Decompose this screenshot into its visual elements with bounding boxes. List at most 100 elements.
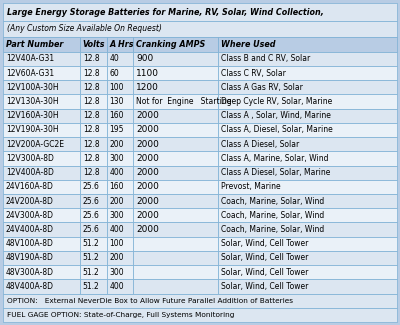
Text: 48V100A-8D: 48V100A-8D [6,239,54,248]
Text: (Any Custom Size Available On Request): (Any Custom Size Available On Request) [7,24,162,33]
Text: 2000: 2000 [136,154,159,163]
Text: 200: 200 [110,140,124,149]
Text: 160: 160 [110,182,124,191]
Text: Large Energy Storage Batteries for Marine, RV, Solar, Wind Collection,: Large Energy Storage Batteries for Marin… [7,8,324,17]
Bar [134,123,218,137]
Text: 300: 300 [110,154,124,163]
Text: 200: 200 [110,197,124,206]
Bar [107,109,134,123]
Bar [3,208,80,222]
Bar [3,265,80,279]
Bar [80,123,107,137]
Bar [134,222,218,237]
Text: 12.8: 12.8 [83,54,100,63]
Text: A Hrs: A Hrs [110,40,134,49]
Bar [3,3,397,21]
Text: 12.8: 12.8 [83,69,100,78]
Text: 48V400A-8D: 48V400A-8D [6,282,54,291]
Bar [80,109,107,123]
Text: Coach, Marine, Solar, Wind: Coach, Marine, Solar, Wind [221,211,324,220]
Text: Class A, Marine, Solar, Wind: Class A, Marine, Solar, Wind [221,154,329,163]
Bar [134,52,218,66]
Bar [218,194,397,208]
Text: Not for  Engine   Starting: Not for Engine Starting [136,97,232,106]
Bar [3,36,80,52]
Bar [3,151,80,165]
Bar [107,208,134,222]
Text: 2000: 2000 [136,125,159,135]
Text: 40: 40 [110,54,119,63]
Text: Coach, Marine, Solar, Wind: Coach, Marine, Solar, Wind [221,197,324,206]
Bar [107,180,134,194]
Text: 24V200A-8D: 24V200A-8D [6,197,54,206]
Text: 12V100A-30H: 12V100A-30H [6,83,59,92]
Text: 25.6: 25.6 [83,211,100,220]
Bar [107,237,134,251]
Text: 300: 300 [110,211,124,220]
Text: 300: 300 [110,268,124,277]
Text: Where Used: Where Used [221,40,276,49]
Bar [107,151,134,165]
Bar [134,194,218,208]
Bar [107,95,134,109]
Text: Part Number: Part Number [6,40,63,49]
Bar [80,208,107,222]
Text: Class A , Solar, Wind, Marine: Class A , Solar, Wind, Marine [221,111,331,120]
Text: 12V190A-30H: 12V190A-30H [6,125,59,135]
Text: 2000: 2000 [136,211,159,220]
Bar [218,137,397,151]
Text: 51.2: 51.2 [83,268,100,277]
Bar [80,80,107,95]
Bar [134,165,218,180]
Text: 12.8: 12.8 [83,154,100,163]
Text: Prevost, Marine: Prevost, Marine [221,182,281,191]
Bar [218,165,397,180]
Text: Class A, Diesel, Solar, Marine: Class A, Diesel, Solar, Marine [221,125,333,135]
Bar [107,66,134,80]
Text: 12.8: 12.8 [83,140,100,149]
Bar [218,265,397,279]
Bar [80,279,107,293]
Bar [3,308,397,322]
Bar [80,265,107,279]
Text: Coach, Marine, Solar, Wind: Coach, Marine, Solar, Wind [221,225,324,234]
Text: 12V200A-GC2E: 12V200A-GC2E [6,140,64,149]
Bar [107,251,134,265]
Bar [218,95,397,109]
Bar [218,208,397,222]
Bar [107,123,134,137]
Bar [107,80,134,95]
Bar [80,165,107,180]
Bar [80,151,107,165]
Bar [134,237,218,251]
Bar [107,36,134,52]
Bar [3,251,80,265]
Text: 51.2: 51.2 [83,254,100,263]
Text: 60: 60 [110,69,119,78]
Text: 12.8: 12.8 [83,97,100,106]
Bar [134,36,218,52]
Text: 130: 130 [110,97,124,106]
Text: 12V40A-G31: 12V40A-G31 [6,54,54,63]
Bar [218,52,397,66]
Bar [80,237,107,251]
Bar [3,293,397,308]
Text: 400: 400 [110,168,124,177]
Bar [218,123,397,137]
Text: 2000: 2000 [136,197,159,206]
Bar [80,52,107,66]
Bar [3,180,80,194]
Bar [134,180,218,194]
Bar [107,137,134,151]
Text: Solar, Wind, Cell Tower: Solar, Wind, Cell Tower [221,268,308,277]
Text: 12.8: 12.8 [83,168,100,177]
Bar [3,165,80,180]
Text: Solar, Wind, Cell Tower: Solar, Wind, Cell Tower [221,254,308,263]
Bar [3,66,80,80]
Bar [218,279,397,293]
Text: Class A Gas RV, Solar: Class A Gas RV, Solar [221,83,303,92]
Text: 2000: 2000 [136,168,159,177]
Bar [80,137,107,151]
Text: 12.8: 12.8 [83,83,100,92]
Text: Solar, Wind, Cell Tower: Solar, Wind, Cell Tower [221,239,308,248]
